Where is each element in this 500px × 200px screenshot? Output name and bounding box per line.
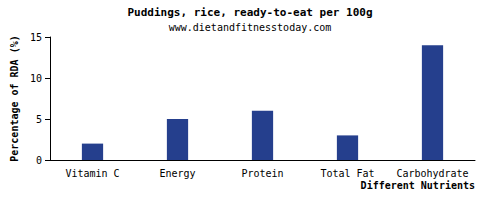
- svg-text:Protein: Protein: [241, 168, 283, 179]
- svg-text:Percentage of RDA (%): Percentage of RDA (%): [9, 35, 20, 161]
- svg-text:Energy: Energy: [159, 168, 195, 179]
- svg-text:Total Fat: Total Fat: [320, 168, 374, 179]
- svg-text:15: 15: [30, 32, 42, 43]
- svg-text:Carbohydrate: Carbohydrate: [396, 168, 468, 179]
- svg-text:5: 5: [36, 114, 42, 125]
- svg-text:Puddings, rice, ready-to-eat p: Puddings, rice, ready-to-eat per 100g: [127, 6, 372, 19]
- svg-text:10: 10: [30, 73, 42, 84]
- svg-text:Vitamin C: Vitamin C: [65, 168, 119, 179]
- svg-text:0: 0: [36, 155, 42, 166]
- svg-text:Different Nutrients: Different Nutrients: [361, 180, 475, 191]
- svg-text:www.dietandfitnesstoday.com: www.dietandfitnesstoday.com: [169, 22, 332, 33]
